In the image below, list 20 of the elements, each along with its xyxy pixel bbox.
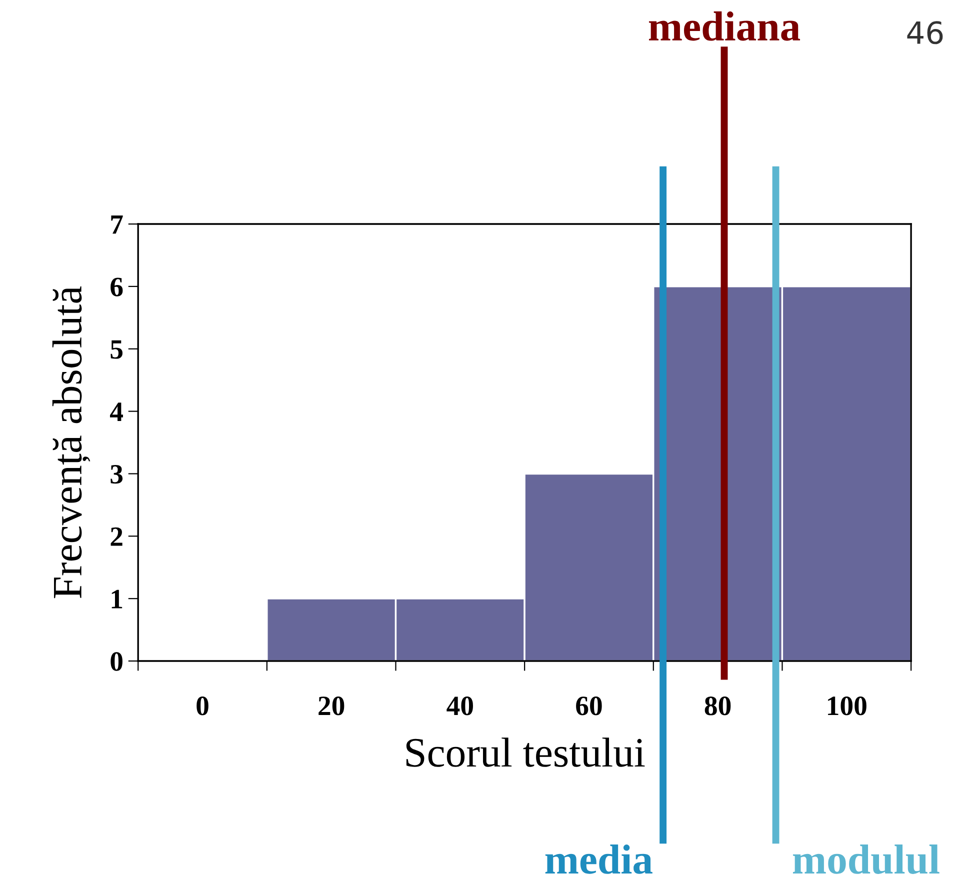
x-tick-label: 60 xyxy=(576,696,602,716)
x-tick-label: 100 xyxy=(828,696,866,716)
ref-line-label: media xyxy=(545,844,652,874)
x-axis-title: Scorul testului xyxy=(406,738,645,767)
x-tick-label: 0 xyxy=(196,696,208,716)
y-axis-title: Frecvență absolută xyxy=(52,286,90,598)
y-tick-label: 5 xyxy=(110,340,122,359)
ref-line-label: mediana xyxy=(648,11,800,41)
y-tick-label: 4 xyxy=(110,402,123,421)
ref-line-label: modulul xyxy=(792,844,940,874)
y-tick-label: 1 xyxy=(112,590,122,608)
x-tick-label: 20 xyxy=(318,696,344,716)
y-tick-label: 0 xyxy=(110,652,122,671)
y-tick-label: 3 xyxy=(110,464,123,484)
x-tick-label: 80 xyxy=(704,696,731,716)
x-tick-label: 40 xyxy=(446,696,473,716)
y-tick-label: 2 xyxy=(110,527,122,546)
y-tick-label: 7 xyxy=(111,215,123,234)
y-tick-label: 6 xyxy=(110,278,123,296)
text: 46 xyxy=(907,21,943,44)
